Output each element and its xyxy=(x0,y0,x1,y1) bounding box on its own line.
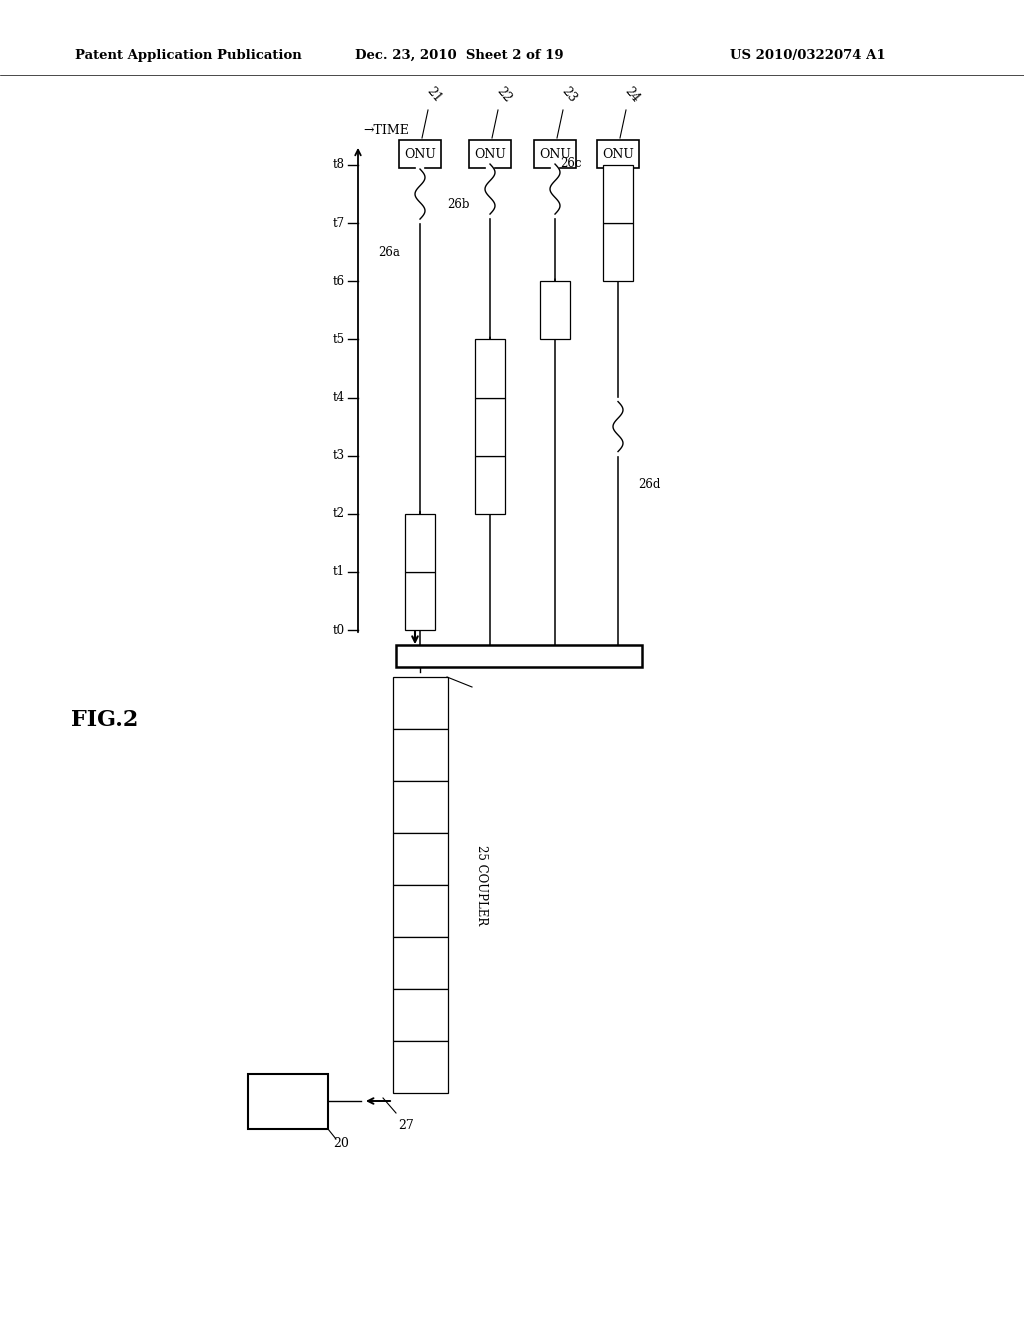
Bar xyxy=(406,572,435,630)
Bar xyxy=(406,513,435,572)
Text: 24: 24 xyxy=(622,84,642,106)
Text: p7: p7 xyxy=(413,750,427,760)
Text: t3: t3 xyxy=(333,449,345,462)
Text: t0: t0 xyxy=(333,623,345,636)
Text: p2: p2 xyxy=(413,537,427,548)
Text: t6: t6 xyxy=(333,275,345,288)
Bar xyxy=(393,781,449,833)
Bar xyxy=(393,677,449,729)
Text: 27: 27 xyxy=(398,1119,414,1133)
Text: p5: p5 xyxy=(483,363,497,374)
Text: t5: t5 xyxy=(333,333,345,346)
Text: Dec. 23, 2010  Sheet 2 of 19: Dec. 23, 2010 Sheet 2 of 19 xyxy=(355,49,563,62)
Bar xyxy=(393,884,449,937)
Bar xyxy=(393,729,449,781)
Text: 26a: 26a xyxy=(378,246,400,259)
Bar xyxy=(603,223,633,281)
Text: 21: 21 xyxy=(424,84,444,106)
Text: p5: p5 xyxy=(413,854,427,865)
Text: Patent Application Publication: Patent Application Publication xyxy=(75,49,302,62)
Bar xyxy=(475,339,505,397)
Text: FIG.2: FIG.2 xyxy=(72,709,138,731)
Text: t7: t7 xyxy=(333,216,345,230)
Text: p8: p8 xyxy=(611,189,625,199)
Text: p4: p4 xyxy=(413,906,427,916)
Text: t4: t4 xyxy=(333,391,345,404)
Text: ONU: ONU xyxy=(602,148,634,161)
Bar xyxy=(469,140,511,168)
Text: p7: p7 xyxy=(611,247,625,257)
Text: p1: p1 xyxy=(413,1063,427,1072)
Text: 26d: 26d xyxy=(638,478,660,491)
Bar xyxy=(393,989,449,1041)
Bar xyxy=(597,140,639,168)
Text: t1: t1 xyxy=(333,565,345,578)
Bar xyxy=(393,833,449,884)
Text: t8: t8 xyxy=(333,158,345,172)
Text: 26b: 26b xyxy=(447,198,470,211)
Text: p4: p4 xyxy=(483,421,497,432)
Bar xyxy=(393,937,449,989)
Bar xyxy=(603,165,633,223)
Text: ONU: ONU xyxy=(539,148,571,161)
Text: p2: p2 xyxy=(413,1010,427,1020)
Text: 26c: 26c xyxy=(560,157,582,170)
Bar xyxy=(540,281,570,339)
Bar xyxy=(248,1074,328,1129)
Text: ONU: ONU xyxy=(474,148,506,161)
Text: p1: p1 xyxy=(413,595,427,606)
Text: 23: 23 xyxy=(559,84,580,106)
Text: →TIME: →TIME xyxy=(362,124,409,136)
Text: 25 COUPLER: 25 COUPLER xyxy=(475,845,488,925)
Text: 22: 22 xyxy=(494,84,514,106)
Bar xyxy=(475,455,505,513)
Bar xyxy=(396,645,642,667)
Text: p6: p6 xyxy=(413,803,427,812)
Text: 20: 20 xyxy=(333,1137,349,1150)
Bar xyxy=(399,140,441,168)
Text: US 2010/0322074 A1: US 2010/0322074 A1 xyxy=(730,49,886,62)
Text: p3: p3 xyxy=(483,479,497,490)
Text: t2: t2 xyxy=(333,507,345,520)
Text: p3: p3 xyxy=(413,958,427,968)
Bar xyxy=(534,140,575,168)
Text: ONU: ONU xyxy=(404,148,436,161)
Text: p8: p8 xyxy=(413,698,427,708)
Text: OLT: OLT xyxy=(271,1093,305,1110)
Bar xyxy=(475,397,505,455)
Bar xyxy=(393,1041,449,1093)
Text: p6: p6 xyxy=(548,305,562,315)
